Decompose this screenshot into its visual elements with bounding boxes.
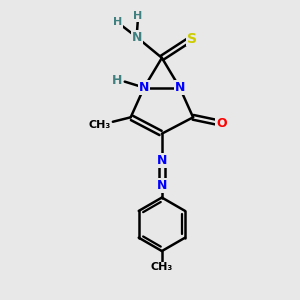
Text: H: H bbox=[134, 11, 143, 21]
Text: O: O bbox=[216, 117, 226, 130]
Text: H: H bbox=[113, 17, 122, 27]
Text: N: N bbox=[157, 154, 167, 167]
Text: N: N bbox=[175, 81, 185, 94]
Text: CH₃: CH₃ bbox=[88, 120, 111, 130]
Text: N: N bbox=[131, 31, 142, 44]
Text: S: S bbox=[187, 32, 196, 46]
Text: CH₃: CH₃ bbox=[151, 262, 173, 272]
Text: N: N bbox=[139, 81, 149, 94]
Text: N: N bbox=[157, 179, 167, 192]
Text: H: H bbox=[112, 74, 122, 87]
